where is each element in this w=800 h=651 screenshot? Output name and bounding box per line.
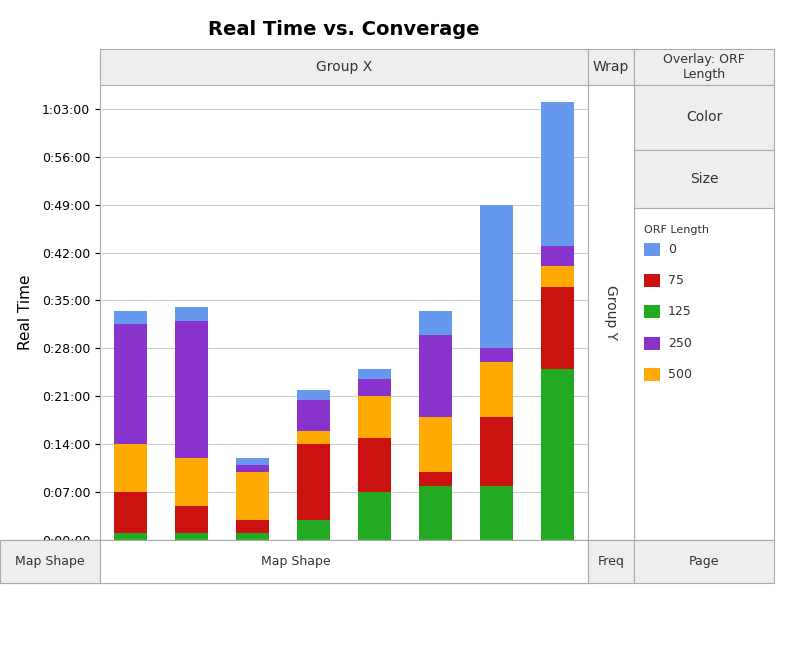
Text: Map Shape: Map Shape [261,555,331,568]
Text: 250: 250 [668,337,692,350]
Bar [541,287,574,369]
Bar [358,396,391,437]
Bar [174,506,208,533]
Bar [480,486,514,540]
Bar [418,311,452,335]
Bar [541,266,574,287]
Bar [174,307,208,321]
Bar [358,492,391,540]
Bar [174,321,208,458]
Bar [541,245,574,266]
Bar [418,472,452,486]
Bar [418,486,452,540]
Bar [114,445,147,492]
Text: 0: 0 [668,243,676,256]
Text: Size: Size [690,172,718,186]
Bar [358,437,391,492]
Bar [236,472,270,519]
Bar [480,417,514,486]
Bar [236,533,270,540]
Bar [174,533,208,540]
Bar [358,369,391,380]
Bar [114,492,147,533]
Text: ORF Length: ORF Length [644,225,709,234]
Y-axis label: Real Time: Real Time [18,275,34,350]
Text: 500: 500 [668,368,692,381]
Bar [480,204,514,348]
Bar [236,519,270,533]
Text: Map Shape: Map Shape [15,555,85,568]
Bar [297,431,330,445]
Bar [541,102,574,245]
Bar [114,533,147,540]
Text: Wrap: Wrap [593,60,630,74]
Bar [418,335,452,417]
Text: Color: Color [686,110,722,124]
Bar [236,458,270,465]
Text: 75: 75 [668,274,684,287]
Bar [541,369,574,540]
Bar [297,389,330,400]
Bar [114,324,147,445]
Text: Group Y: Group Y [604,285,618,340]
Bar [114,311,147,324]
Text: 125: 125 [668,305,692,318]
Bar [297,445,330,519]
Bar [358,380,391,396]
Bar [480,348,514,362]
Bar [236,465,270,472]
Text: Freq: Freq [598,555,625,568]
Text: Real Time vs. Converage: Real Time vs. Converage [208,20,480,38]
Bar [418,417,452,472]
Bar [297,400,330,431]
Bar [297,519,330,540]
Text: Overlay: ORF
Length: Overlay: ORF Length [663,53,746,81]
Bar [480,362,514,417]
Bar [174,458,208,506]
Text: Group X: Group X [316,60,372,74]
Text: Page: Page [689,555,720,568]
